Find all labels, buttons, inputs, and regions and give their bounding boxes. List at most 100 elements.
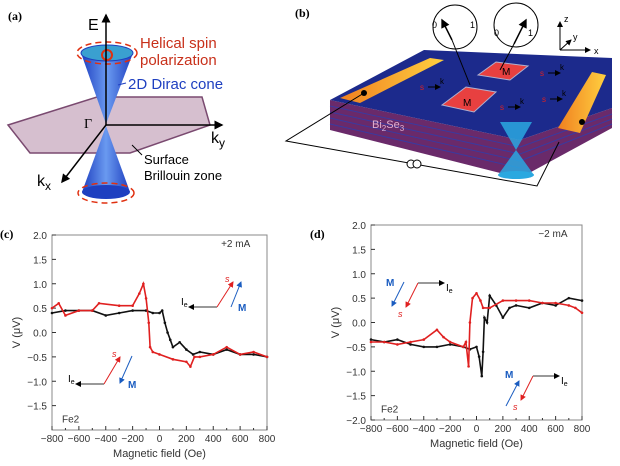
sample-annotation: Fe2 [381, 405, 399, 416]
data-point [462, 345, 465, 349]
current-arrow-label: Ie [446, 283, 453, 295]
y-tick-label: 0.5 [33, 304, 47, 315]
panel-label-d: (d) [310, 227, 325, 241]
data-point [131, 309, 134, 312]
spin-arrow [405, 282, 419, 308]
magnetization-arrow [505, 380, 520, 407]
y-tick-label: −1.0 [346, 367, 366, 378]
x-tick-label: 600 [232, 434, 249, 445]
data-point [481, 350, 485, 354]
x-tick-label: −600 [386, 424, 409, 435]
magnetization-arrow [230, 281, 242, 308]
data-point [252, 350, 255, 354]
y-tick-label: −1.0 [27, 377, 47, 388]
current-source-icon [406, 159, 422, 169]
kx-label: kx [37, 173, 51, 193]
current-arrow-label: Ie [181, 297, 188, 309]
helical-label-1: Helical spin [140, 35, 217, 52]
svg-text:k: k [562, 89, 567, 98]
data-point [147, 321, 151, 325]
data-point [117, 304, 121, 307]
data-point [541, 301, 544, 305]
data-point [189, 365, 192, 368]
surface-label-2: Brillouin zone [144, 168, 222, 183]
data-point [252, 353, 255, 356]
magnet-1-label: M [463, 98, 471, 109]
current-annotation: +2 mA [221, 239, 251, 250]
x-tick-label: −600 [68, 434, 91, 445]
data-point [471, 296, 474, 300]
y-tick-label: −1.5 [346, 392, 366, 403]
y-tick-label: 1.5 [352, 245, 366, 256]
plot-frame [51, 234, 268, 431]
data-point [488, 306, 491, 310]
data-point [464, 340, 468, 344]
x-tick-label: −200 [439, 424, 462, 435]
y-axis-label: V (μV) [330, 307, 342, 338]
data-point [211, 353, 215, 356]
spin-arrow-label: s [398, 309, 403, 319]
data-point [580, 299, 584, 302]
x-tick-label: 0 [157, 434, 163, 445]
y-tick-label: 2.0 [33, 231, 47, 242]
svg-text:z: z [564, 14, 569, 24]
data-point [567, 304, 571, 307]
gamma-label: Γ [84, 117, 92, 132]
svg-text:x: x [594, 46, 599, 56]
svg-text:s: s [420, 83, 424, 92]
data-point [50, 306, 54, 310]
data-point [117, 311, 121, 315]
data-point [193, 355, 196, 359]
data-point [64, 314, 67, 317]
y-tick-label: 0.0 [352, 319, 366, 330]
coordinate-axes: x y z [557, 14, 599, 56]
spin-arrows-top [76, 41, 138, 65]
y-tick-label: 2.0 [352, 221, 366, 232]
dirac-cone-lower [498, 150, 534, 175]
x-tick-label: 800 [574, 424, 591, 435]
spin-arrow-label: s [225, 274, 230, 284]
y-tick-label: −2.0 [346, 416, 366, 427]
x-tick-label: 200 [178, 434, 195, 445]
arrow-legend: Ie s M [181, 274, 246, 314]
data-point [488, 294, 491, 297]
data-point [396, 338, 399, 341]
data-point [396, 343, 399, 346]
panel-a-dirac-cone-diagram: (a) E Helical spin polarization 2D Dirac… [6, 9, 225, 204]
data-point [369, 338, 373, 341]
magnetization-arrow-label: M [386, 278, 394, 289]
svg-text:0: 0 [432, 20, 437, 30]
arrow-legend: Ie s M [386, 278, 453, 319]
spin-arrow [103, 356, 121, 385]
data-point [468, 321, 472, 324]
data-point [554, 304, 557, 307]
data-point [168, 338, 172, 342]
data-point [422, 345, 426, 349]
data-point [442, 335, 445, 339]
data-point [151, 350, 155, 354]
data-point [166, 331, 169, 334]
svg-text:s: s [542, 95, 546, 104]
data-point [580, 311, 584, 315]
sample-annotation: Fe2 [62, 415, 80, 426]
data-point [527, 306, 531, 310]
data-point [574, 306, 577, 310]
current-arrow-label: Ie [561, 376, 568, 388]
y-tick-label: −1.5 [27, 402, 47, 413]
data-series-black [51, 309, 268, 358]
data-point [435, 328, 439, 332]
data-point [160, 309, 164, 312]
upper-dirac-cone [81, 53, 133, 124]
data-point [198, 355, 202, 359]
data-point [514, 299, 518, 302]
data-point [567, 296, 571, 300]
data-point [527, 299, 531, 302]
svg-text:1: 1 [470, 20, 475, 30]
data-point [64, 309, 67, 312]
svg-text:0: 0 [494, 28, 499, 38]
data-point [178, 340, 181, 344]
